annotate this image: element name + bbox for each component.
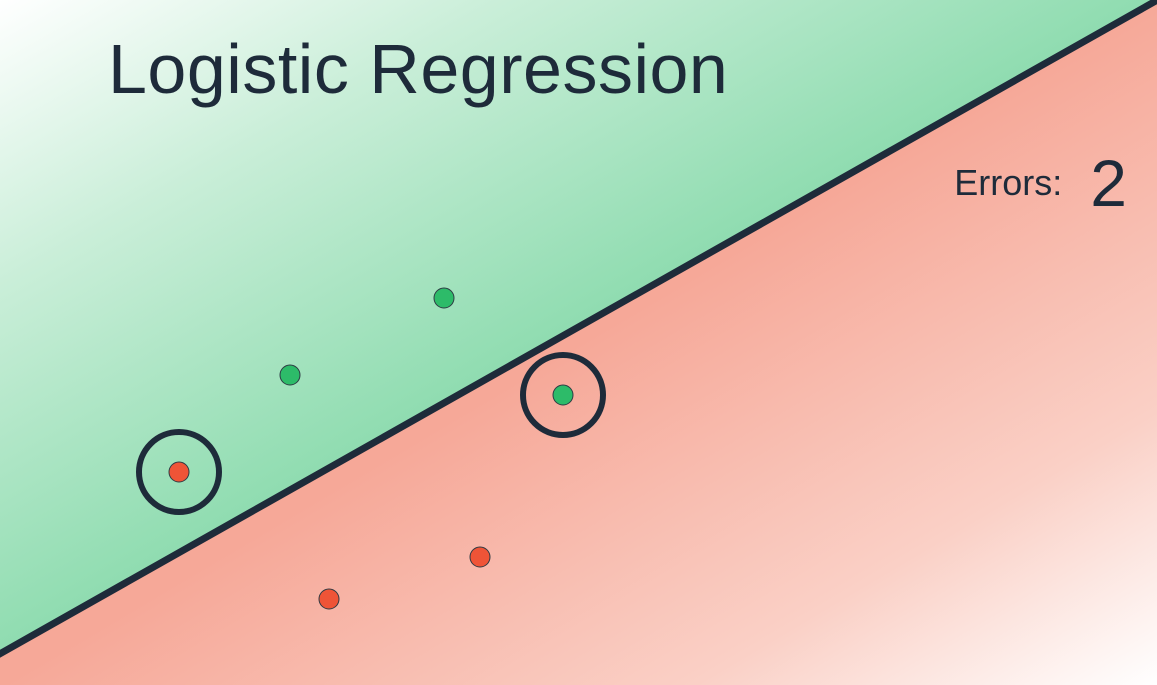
- data-point-green-misclassified: [520, 352, 606, 438]
- red-point-dot: [168, 461, 190, 483]
- page-title: Logistic Regression: [108, 30, 729, 108]
- data-points: [136, 287, 606, 610]
- green-point-dot: [279, 364, 301, 386]
- errors-label: Errors:: [954, 162, 1063, 203]
- red-point-dot: [469, 546, 491, 568]
- data-point-green: [279, 364, 301, 386]
- data-point-red: [469, 546, 491, 568]
- green-point-dot: [552, 384, 574, 406]
- green-point-dot: [433, 287, 455, 309]
- misclassification-ring: [520, 352, 606, 438]
- decision-boundary-line: [0, 0, 1157, 658]
- error-counter: Errors: 2: [954, 150, 1127, 216]
- red-point-dot: [318, 588, 340, 610]
- errors-count: 2: [1090, 146, 1127, 220]
- data-point-green: [433, 287, 455, 309]
- misclassification-ring: [136, 429, 222, 515]
- data-point-red-misclassified: [136, 429, 222, 515]
- data-point-red: [318, 588, 340, 610]
